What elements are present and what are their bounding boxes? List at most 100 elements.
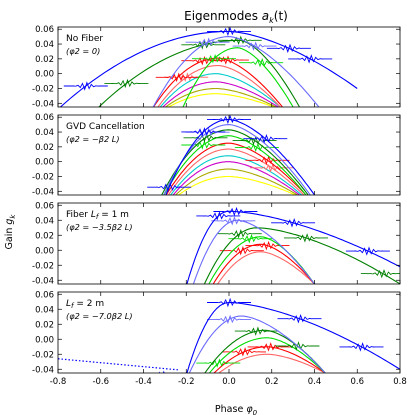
mode-marker <box>228 233 273 244</box>
plot-area <box>58 297 400 373</box>
mode-marker <box>211 216 256 226</box>
y-tick-label: -0.02 <box>32 350 54 360</box>
x-tick-label: -0.6 <box>92 377 109 387</box>
mode-curve-7 <box>159 73 281 107</box>
y-tick-label: 0.06 <box>35 290 54 300</box>
x-tick-label: -0.2 <box>178 377 195 387</box>
mode-curve-9 <box>164 87 277 107</box>
y-tick-label: 0.06 <box>35 113 54 123</box>
x-tick-label: 0.0 <box>222 377 236 387</box>
mode-curve-6 <box>217 251 315 284</box>
mode-curve-5 <box>152 57 283 107</box>
figure-title: Eigenmodes ak(t) <box>184 9 288 25</box>
panel-2: 0.06 0.04 0.02 0.00 -0.02 -0.04 GVD Cancellati… <box>32 113 401 197</box>
panel-condition: (φ2 = −β2 L) <box>66 134 120 144</box>
plot-area <box>186 206 400 284</box>
mode-curve-2 <box>152 36 320 107</box>
mode-curve-5 <box>165 142 307 195</box>
mode-curve-4 <box>182 47 294 107</box>
mode-marker <box>192 54 236 64</box>
mode-marker <box>239 57 284 68</box>
mode-marker <box>207 314 251 325</box>
panel-3: 0.06 0.04 0.02 0.00 -0.02 -0.04 Fiber Lf = 1 m… <box>32 201 401 286</box>
x-tick-label: -0.4 <box>135 377 152 387</box>
mode-marker <box>284 233 328 243</box>
panels: 0.06 0.04 0.02 0.00 -0.02 -0.04 No Fiber (φ2 = … <box>32 25 407 387</box>
y-tick-label: 0.00 <box>35 246 54 256</box>
mode-curve-4 <box>163 135 307 195</box>
y-tick-label: 0.04 <box>35 128 54 138</box>
mode-marker <box>249 162 294 173</box>
y-tick-label: -0.02 <box>32 261 54 271</box>
mode-curve-10 <box>167 93 275 107</box>
mode-curve-3 <box>161 129 309 195</box>
panel-condition: (φ2 = −3.5β2 L) <box>66 222 133 232</box>
y-tick-label: -0.02 <box>32 172 54 182</box>
y-tick-label: 0.00 <box>35 335 54 345</box>
mode-marker <box>277 313 322 324</box>
y-tick-label: -0.02 <box>32 84 54 94</box>
panel-label: Lf = 2 m <box>66 299 104 310</box>
panel-4: 0.06 0.04 0.02 0.00 -0.02 -0.04 -0.8 -0.6 -0.4 -0… <box>32 290 407 387</box>
mode-marker <box>222 347 266 357</box>
y-tick-label: 0.02 <box>35 55 54 65</box>
mode-curve-7 <box>170 155 303 195</box>
mode-curve-1 <box>165 118 315 195</box>
mode-marker <box>360 268 400 279</box>
panel-label: GVD Cancellation <box>66 122 145 132</box>
mode-marker <box>207 297 251 308</box>
y-tick-label: 0.06 <box>35 201 54 211</box>
plot-area <box>59 27 358 107</box>
mode-marker <box>155 72 200 83</box>
panel-label: No Fiber <box>66 34 103 44</box>
mode-marker <box>183 133 228 143</box>
mode-curve-6 <box>157 64 281 107</box>
mode-marker <box>243 133 288 144</box>
mode-marker <box>288 54 333 64</box>
x-axis-label: Phase φ0 <box>215 404 258 415</box>
mode-marker <box>234 142 279 153</box>
mode-curve-4 <box>208 337 326 373</box>
plot-area <box>147 115 315 195</box>
y-tick-label: -0.04 <box>32 365 54 375</box>
mode-curve-9 <box>174 168 298 195</box>
x-tick-label: -0.8 <box>50 377 67 387</box>
x-tick-label: 0.6 <box>350 377 364 387</box>
mode-marker <box>181 127 226 137</box>
panel-label: Fiber Lf = 1 m <box>66 210 129 221</box>
y-tick-label: -0.04 <box>32 99 54 109</box>
mode-marker <box>213 206 258 217</box>
x-tick-label: 0.4 <box>308 377 322 387</box>
y-tick-label: 0.00 <box>35 70 54 80</box>
mode-marker <box>196 211 241 221</box>
mode-marker <box>207 27 251 37</box>
mode-marker <box>234 326 279 336</box>
mode-curve-2 <box>192 219 315 284</box>
mode-marker <box>219 245 264 256</box>
mode-curve-1 <box>186 301 400 373</box>
mode-curve-8 <box>162 81 279 107</box>
mode-curve-10 <box>177 175 296 195</box>
y-axis-label: Gain gk <box>4 214 17 250</box>
mode-curve-2 <box>188 315 326 373</box>
mode-marker <box>217 229 262 239</box>
mode-curve-8 <box>172 161 300 195</box>
y-tick-label: -0.04 <box>32 276 54 286</box>
mode-curve-3 <box>204 329 326 373</box>
y-tick-label: 0.06 <box>35 25 54 35</box>
y-tick-label: -0.04 <box>32 187 54 197</box>
mode-curve-6 <box>167 148 305 195</box>
mode-marker <box>232 41 277 51</box>
panel-1: 0.06 0.04 0.02 0.00 -0.02 -0.04 No Fiber (φ2 = … <box>32 25 401 109</box>
x-tick-label: 0.8 <box>393 377 407 387</box>
panel-condition: (φ2 = 0) <box>66 46 100 56</box>
panel-condition: (φ2 = −7.0β2 L) <box>66 311 133 321</box>
y-tick-label: 0.04 <box>35 216 54 226</box>
mode-marker <box>147 182 192 192</box>
mode-marker <box>266 43 311 54</box>
mode-marker <box>345 246 390 256</box>
y-tick-label: 0.04 <box>35 305 54 315</box>
y-tick-label: 0.02 <box>35 320 54 330</box>
mode-curve-5 <box>213 346 326 373</box>
